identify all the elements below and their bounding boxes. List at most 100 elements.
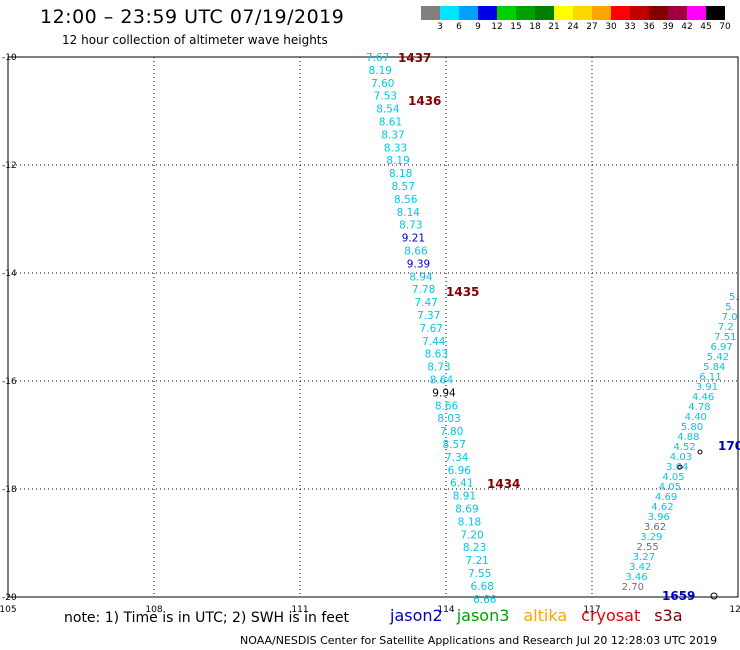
lat-label: -10 bbox=[2, 53, 17, 63]
swh-value: 7.2 bbox=[718, 322, 734, 333]
swh-value: 7.55 bbox=[468, 568, 491, 580]
satellite-jason2: jason2 bbox=[390, 606, 443, 625]
pass-time-label: 1659 bbox=[662, 589, 695, 603]
swh-value: 8.63 bbox=[425, 349, 448, 361]
swh-value: 7.78 bbox=[412, 284, 435, 296]
swh-value: 8.37 bbox=[381, 129, 404, 141]
swh-value: 8.66 bbox=[404, 246, 428, 258]
scale-label: 70 bbox=[719, 22, 731, 32]
scale-label: 9 bbox=[475, 22, 481, 32]
swh-value: 7.34 bbox=[445, 452, 469, 464]
swh-value: 6.96 bbox=[448, 465, 472, 477]
swh-value: 7.37 bbox=[417, 310, 440, 322]
scale-label: 24 bbox=[567, 22, 579, 32]
swh-value: 7.51 bbox=[714, 332, 736, 343]
swh-value: 6.68 bbox=[471, 581, 494, 593]
swh-value: 8.56 bbox=[394, 194, 418, 206]
swh-value: 5. bbox=[729, 292, 739, 303]
scale-swatch bbox=[611, 6, 630, 20]
color-scale-bar bbox=[421, 6, 725, 20]
swh-value: 2.55 bbox=[637, 542, 659, 553]
pass-time-label: 1434 bbox=[487, 477, 520, 491]
scale-swatch bbox=[649, 6, 668, 20]
swh-value: 8.73 bbox=[399, 220, 422, 232]
scale-swatch bbox=[706, 6, 725, 20]
swh-value: 4.78 bbox=[688, 402, 710, 413]
satellite-s3a: s3a bbox=[654, 606, 683, 625]
page-title: 12:00 – 23:59 UTC 07/19/2019 bbox=[40, 6, 345, 28]
satellite-legend: jason2 jason3 altika cryosat s3a bbox=[390, 606, 697, 625]
swh-value: 5.42 bbox=[707, 352, 729, 363]
scale-label: 33 bbox=[624, 22, 636, 32]
swh-value: 4.69 bbox=[655, 492, 677, 503]
scale-swatch bbox=[459, 6, 478, 20]
swh-value: 6.41 bbox=[450, 478, 473, 490]
swh-value: 7.21 bbox=[465, 555, 488, 567]
swh-value: 7.67 bbox=[366, 52, 389, 64]
satellite-altika: altika bbox=[523, 606, 568, 625]
swh-value: 7.44 bbox=[422, 336, 446, 348]
scale-label: 3 bbox=[437, 22, 443, 32]
swh-value: 8.23 bbox=[463, 542, 486, 554]
swh-value: 8.19 bbox=[369, 65, 392, 77]
swh-value: 5. bbox=[725, 302, 735, 313]
lat-label: -18 bbox=[2, 485, 17, 495]
swh-value: 4.52 bbox=[674, 442, 696, 453]
swh-value: 7.60 bbox=[371, 78, 394, 90]
page-subtitle: 12 hour collection of altimeter wave hei… bbox=[62, 33, 328, 47]
pass-time-label: 1436 bbox=[408, 94, 441, 108]
lat-label: -14 bbox=[2, 269, 17, 279]
scale-swatch bbox=[592, 6, 611, 20]
pass-time-label: 1435 bbox=[446, 285, 479, 299]
scale-swatch bbox=[687, 6, 706, 20]
swh-value: 9.21 bbox=[402, 233, 425, 245]
swh-value: 8.91 bbox=[453, 491, 476, 503]
lon-label: 108 bbox=[145, 605, 162, 615]
satellite-cryosat: cryosat bbox=[581, 606, 641, 625]
swh-value: 4.05 bbox=[662, 472, 684, 483]
swh-value: 7.20 bbox=[460, 529, 483, 541]
swh-value: 7.47 bbox=[414, 297, 437, 309]
scale-label: 6 bbox=[456, 22, 462, 32]
scale-label: 12 bbox=[491, 22, 503, 32]
swh-value: 4.46 bbox=[692, 392, 714, 403]
track-marker bbox=[677, 464, 683, 470]
scale-label: 39 bbox=[662, 22, 674, 32]
lon-label: 105 bbox=[0, 605, 17, 615]
swh-value: 8.18 bbox=[389, 168, 412, 180]
swh-value: 6.97 bbox=[711, 342, 733, 353]
scale-label: 42 bbox=[681, 22, 693, 32]
pass-time-label: 1437 bbox=[398, 51, 431, 65]
swh-value: 3.91 bbox=[696, 382, 718, 393]
swh-value: 8.14 bbox=[397, 207, 421, 219]
swh-value: 4.03 bbox=[670, 452, 692, 463]
scale-swatch bbox=[421, 6, 440, 20]
swh-value: 4.05 bbox=[659, 482, 681, 493]
swh-value: 8.54 bbox=[376, 104, 400, 116]
scale-swatch bbox=[630, 6, 649, 20]
swh-value: 8.69 bbox=[455, 504, 478, 516]
satellite-jason3: jason3 bbox=[456, 606, 510, 625]
swh-value: 8.33 bbox=[384, 142, 407, 154]
swh-value: 8.03 bbox=[437, 413, 460, 425]
lon-label: 120 bbox=[729, 605, 740, 615]
footer-credit: NOAA/NESDIS Center for Satellite Applica… bbox=[240, 634, 718, 647]
swh-value: 6.66 bbox=[473, 594, 497, 606]
swh-value: 5.80 bbox=[681, 422, 703, 433]
swh-value: 4.88 bbox=[677, 432, 699, 443]
swh-value: 3.62 bbox=[644, 522, 666, 533]
swh-value: 3.27 bbox=[633, 552, 655, 563]
swh-value: 9.94 bbox=[432, 387, 456, 399]
pass-time-label: 170 bbox=[718, 439, 740, 453]
swh-value: 9.39 bbox=[407, 258, 430, 270]
track-marker bbox=[710, 592, 718, 600]
scale-swatch bbox=[497, 6, 516, 20]
lon-label: 114 bbox=[437, 605, 454, 615]
swh-value: 5.84 bbox=[703, 362, 725, 373]
scale-label: 36 bbox=[643, 22, 655, 32]
swh-value: 8.57 bbox=[392, 181, 415, 193]
swh-value: 8.94 bbox=[409, 271, 433, 283]
swh-value: 4.40 bbox=[685, 412, 707, 423]
swh-value: 7.0 bbox=[722, 312, 738, 323]
